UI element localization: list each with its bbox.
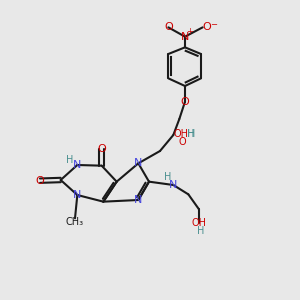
Text: N: N <box>134 195 142 205</box>
Text: N: N <box>73 190 82 200</box>
Text: CH₃: CH₃ <box>66 217 84 227</box>
Text: H: H <box>164 172 171 182</box>
Text: O: O <box>36 176 44 186</box>
Text: H: H <box>66 155 73 165</box>
Text: O: O <box>178 137 186 147</box>
Text: N: N <box>181 32 189 42</box>
Text: OH: OH <box>191 218 206 228</box>
Text: N: N <box>73 160 82 170</box>
Text: O: O <box>181 97 189 107</box>
Text: H: H <box>197 226 205 236</box>
Text: −: − <box>210 20 217 29</box>
Text: H: H <box>187 129 195 139</box>
Text: H: H <box>187 129 195 139</box>
Text: +: + <box>187 27 194 36</box>
Text: N: N <box>134 158 142 168</box>
Text: O: O <box>164 22 173 32</box>
Text: N: N <box>169 180 178 190</box>
Text: OH: OH <box>173 129 188 139</box>
Text: O: O <box>97 144 106 154</box>
Text: O: O <box>202 22 211 32</box>
